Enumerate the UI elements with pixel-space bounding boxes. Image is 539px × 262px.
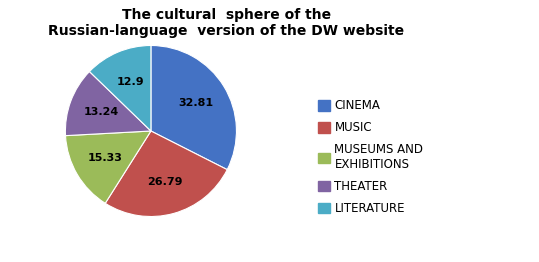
Text: 13.24: 13.24 xyxy=(84,107,119,117)
Text: 12.9: 12.9 xyxy=(116,77,144,87)
Wedge shape xyxy=(151,46,237,170)
Wedge shape xyxy=(89,46,151,131)
Wedge shape xyxy=(65,72,151,136)
Wedge shape xyxy=(105,131,227,216)
Text: 15.33: 15.33 xyxy=(87,153,122,163)
Legend: CINEMA, MUSIC, MUSEUMS AND
EXHIBITIONS, THEATER, LITERATURE: CINEMA, MUSIC, MUSEUMS AND EXHIBITIONS, … xyxy=(313,95,428,220)
Wedge shape xyxy=(66,131,151,203)
Text: 26.79: 26.79 xyxy=(147,177,183,187)
Text: 32.81: 32.81 xyxy=(179,98,214,108)
Text: The cultural  sphere of the
Russian-language  version of the DW website: The cultural sphere of the Russian-langu… xyxy=(49,8,404,38)
